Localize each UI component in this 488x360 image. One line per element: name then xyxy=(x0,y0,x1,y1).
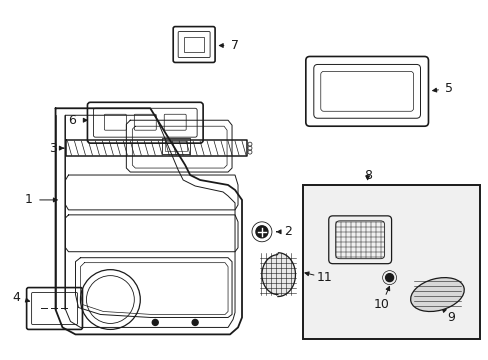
Text: 2: 2 xyxy=(284,225,291,238)
Text: 4: 4 xyxy=(13,291,20,304)
Text: 1: 1 xyxy=(24,193,33,206)
Text: 6: 6 xyxy=(68,114,76,127)
Text: 8: 8 xyxy=(363,168,371,181)
Circle shape xyxy=(255,226,267,238)
Bar xyxy=(302,185,479,339)
Circle shape xyxy=(192,319,198,325)
Text: 10: 10 xyxy=(373,298,389,311)
Ellipse shape xyxy=(410,278,463,311)
Bar xyxy=(165,141,187,151)
Text: 9: 9 xyxy=(447,311,454,324)
Text: 7: 7 xyxy=(230,39,239,52)
Polygon shape xyxy=(262,253,295,297)
Circle shape xyxy=(385,274,393,282)
Text: 11: 11 xyxy=(316,271,332,284)
Bar xyxy=(162,138,190,154)
Text: 5: 5 xyxy=(445,82,452,95)
Text: 3: 3 xyxy=(48,141,57,155)
Bar xyxy=(184,37,203,53)
Circle shape xyxy=(152,319,158,325)
